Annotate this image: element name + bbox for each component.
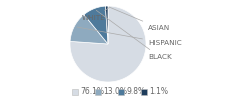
Bar [141, 89, 147, 95]
Text: WHITE: WHITE [82, 8, 109, 21]
Text: BLACK: BLACK [96, 10, 172, 60]
Text: 13.0%: 13.0% [103, 87, 127, 96]
Text: ASIAN: ASIAN [109, 7, 170, 31]
Text: 1.1%: 1.1% [150, 87, 168, 96]
Polygon shape [84, 6, 108, 44]
Bar [95, 89, 101, 95]
Bar [72, 89, 78, 95]
Polygon shape [105, 6, 108, 44]
Polygon shape [70, 15, 108, 44]
Polygon shape [70, 6, 146, 82]
Text: HISPANIC: HISPANIC [77, 27, 182, 46]
Text: 76.1%: 76.1% [80, 87, 104, 96]
Text: 9.8%: 9.8% [126, 87, 146, 96]
Bar [118, 89, 124, 95]
